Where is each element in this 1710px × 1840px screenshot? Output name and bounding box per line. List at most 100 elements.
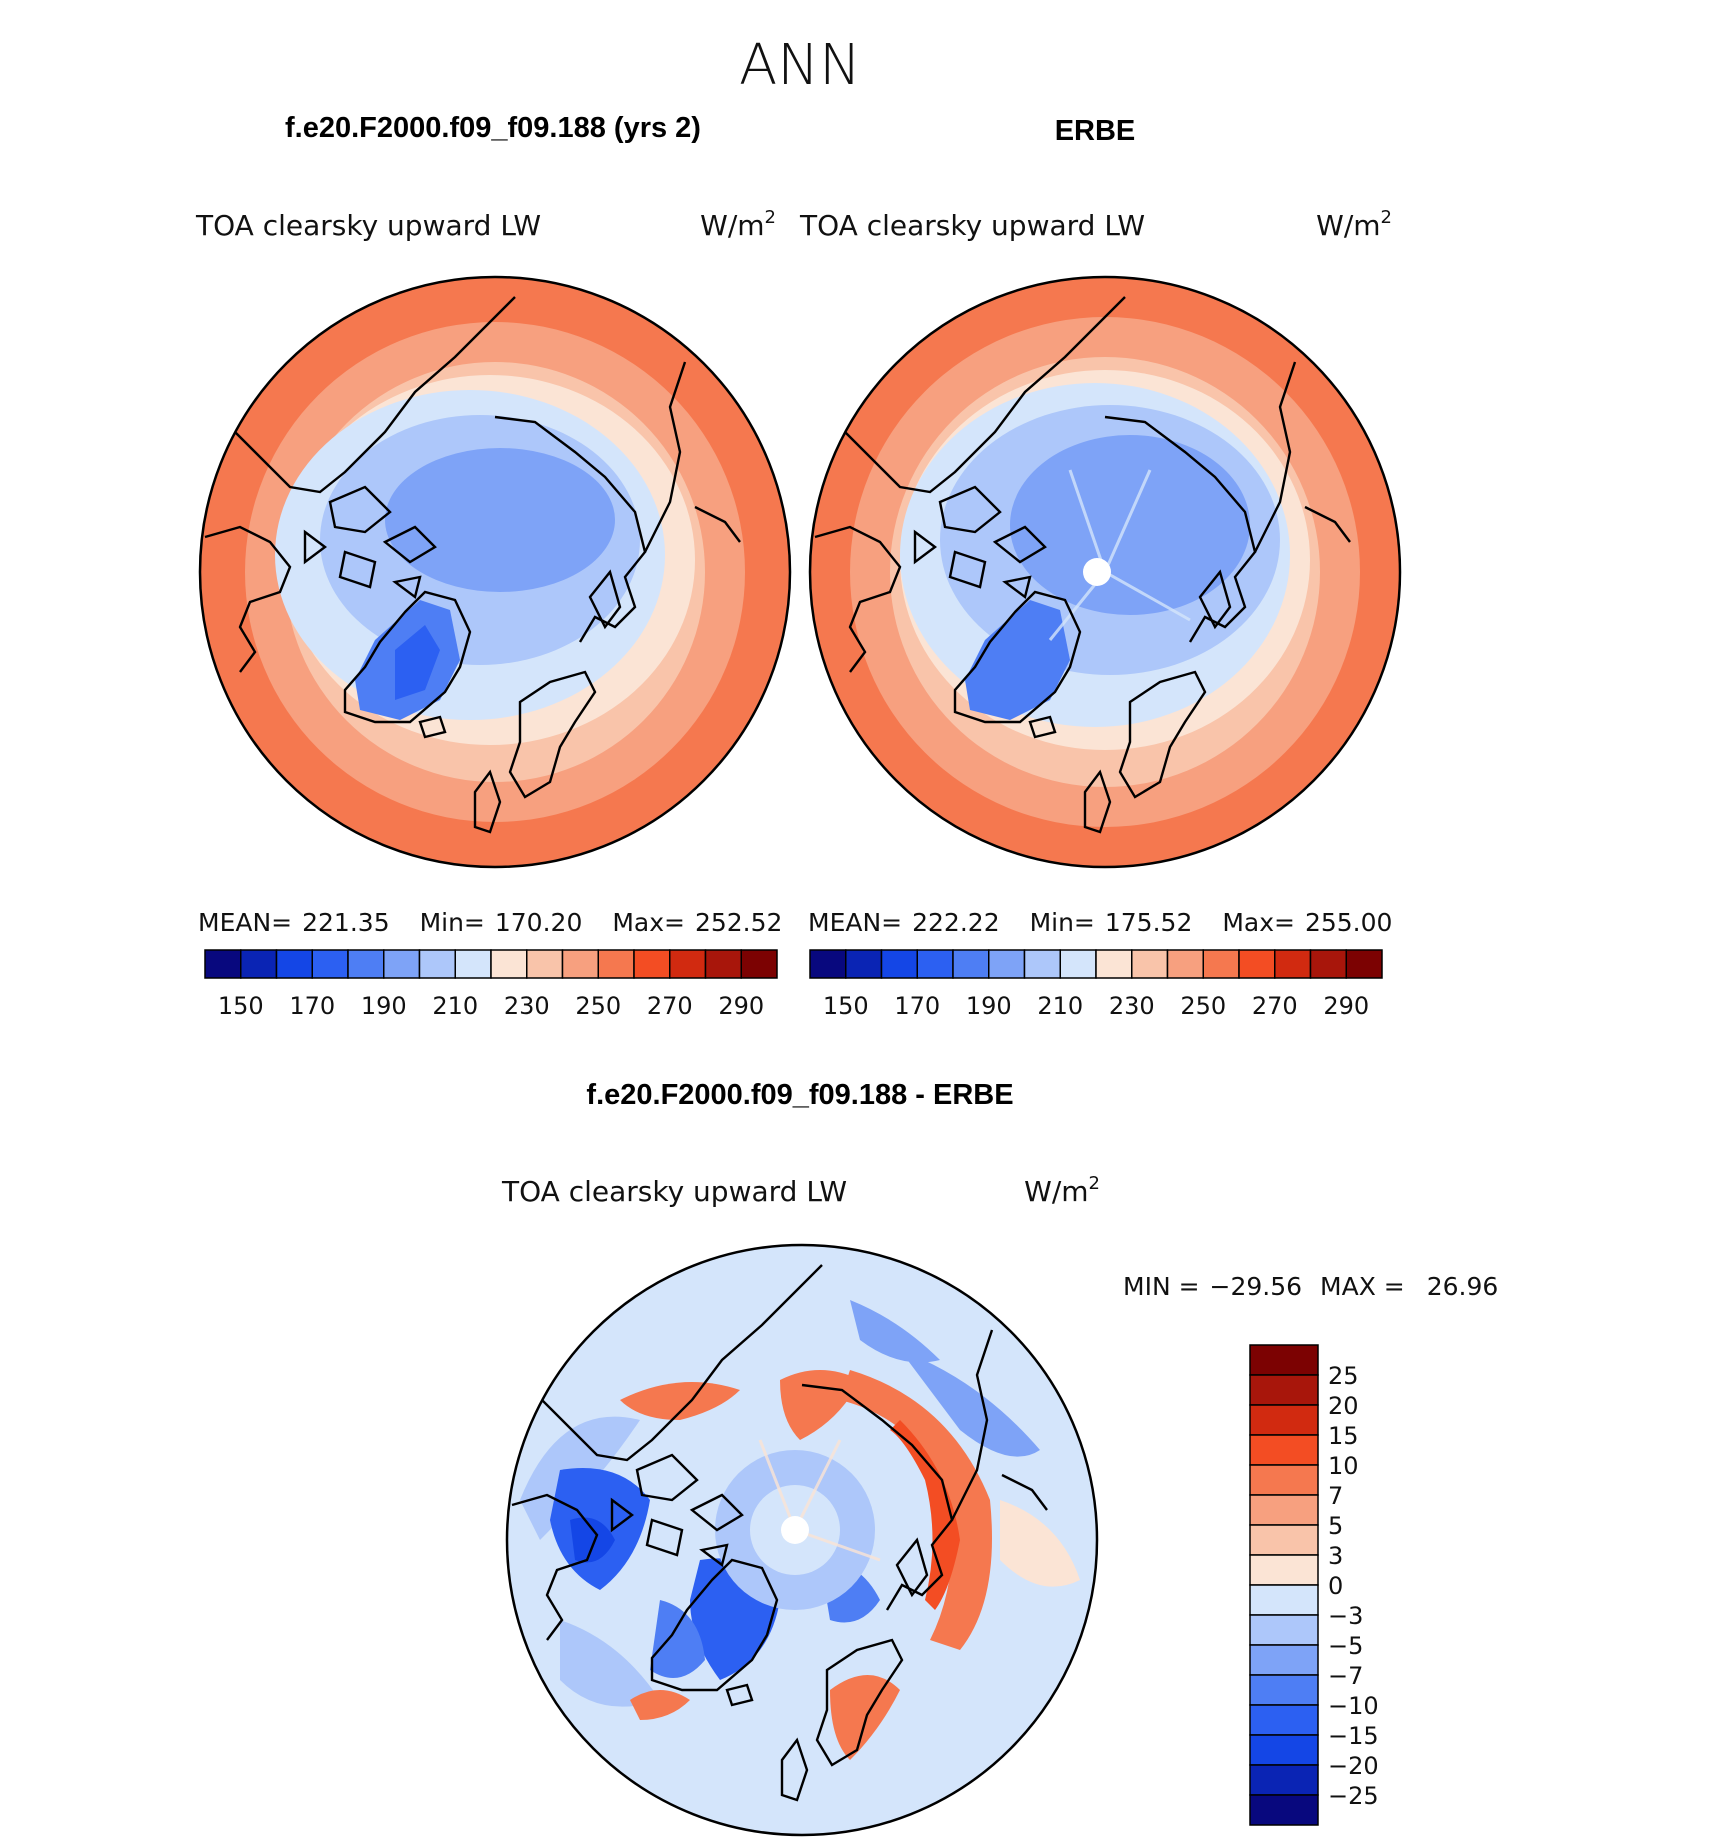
colorbar-tick-label: 170 — [894, 992, 940, 1020]
colorbar-swatch — [1309, 949, 1347, 979]
colorbar-tick-label: −7 — [1328, 1662, 1363, 1690]
colorbar-tick-label: 190 — [361, 992, 407, 1020]
colorbar-swatch — [1249, 1374, 1319, 1406]
colorbar-swatch — [1249, 1644, 1319, 1676]
colorbar-swatch — [1249, 1524, 1319, 1556]
panel-obs-colorbar: 150 170 190 210 230 250 270 290 — [809, 949, 1383, 1020]
colorbar-swatch — [880, 949, 918, 979]
colorbar-swatch — [669, 949, 707, 979]
colorbar-swatch — [1059, 949, 1097, 979]
colorbar-tick-label: 210 — [432, 992, 478, 1020]
colorbar-swatch — [204, 949, 242, 979]
panel-model: f.e20.F2000.f09_f09.188 (yrs 2) TOA clea… — [195, 112, 792, 1020]
colorbar-swatch — [597, 949, 635, 979]
colorbar-swatch — [633, 949, 671, 979]
panel-obs-variable: TOA clearsky upward LW — [799, 209, 1145, 242]
colorbar-tick-label: 150 — [218, 992, 264, 1020]
colorbar-swatch — [1249, 1404, 1319, 1436]
colorbar-swatch — [347, 949, 385, 979]
colorbar-tick-label: 230 — [1109, 992, 1155, 1020]
colorbar-tick-label: 270 — [647, 992, 693, 1020]
colorbar-tick-label: 250 — [1180, 992, 1226, 1020]
colorbar-swatch — [383, 949, 421, 979]
colorbar-swatch — [988, 949, 1026, 979]
panel-obs-map — [810, 277, 1400, 867]
colorbar-swatch — [311, 949, 349, 979]
colorbar-swatch — [1238, 949, 1276, 979]
colorbar-swatch — [1131, 949, 1169, 979]
colorbar-swatch — [1274, 949, 1312, 979]
panel-model-colorbar: 150 170 190 210 230 250 270 290 — [204, 949, 778, 1020]
colorbar-swatch — [240, 949, 278, 979]
colorbar-swatch — [952, 949, 990, 979]
panel-diff-variable: TOA clearsky upward LW — [501, 1175, 847, 1208]
colorbar-swatch — [809, 949, 847, 979]
panel-diff-stats: MIN = −29.56 MAX = 26.96 — [1123, 1272, 1498, 1301]
panel-model-units: W/m2 — [700, 207, 776, 242]
colorbar-tick-label: 290 — [718, 992, 764, 1020]
colorbar-tick-label: 0 — [1328, 1572, 1343, 1600]
colorbar-swatch — [490, 949, 528, 979]
panel-obs-title: ERBE — [1055, 115, 1136, 147]
colorbar-swatch — [418, 949, 456, 979]
colorbar-swatch — [1249, 1494, 1319, 1526]
panel-diff-units: W/m2 — [1024, 1173, 1100, 1208]
colorbar-tick-label: −10 — [1328, 1692, 1379, 1720]
colorbar-tick-label: −25 — [1328, 1782, 1379, 1810]
colorbar-swatch — [1249, 1794, 1319, 1826]
panel-obs-stats: MEAN= 222.22 Min= 175.52 Max= 255.00 — [808, 908, 1392, 937]
colorbar-swatch — [704, 949, 742, 979]
colorbar-swatch — [561, 949, 599, 979]
colorbar-tick-label: 7 — [1328, 1482, 1343, 1510]
colorbar-swatch — [1249, 1704, 1319, 1736]
colorbar-tick-label: 230 — [504, 992, 550, 1020]
colorbar-swatch — [1249, 1734, 1319, 1766]
colorbar-swatch — [916, 949, 954, 979]
colorbar-swatch — [454, 949, 492, 979]
colorbar-swatch — [1249, 1764, 1319, 1796]
colorbar-swatch — [845, 949, 883, 979]
colorbar-swatch — [1345, 949, 1383, 979]
colorbar-tick-label: −3 — [1328, 1602, 1363, 1630]
colorbar-swatch — [1249, 1554, 1319, 1586]
colorbar-tick-label: 10 — [1328, 1452, 1359, 1480]
colorbar-tick-label: 250 — [575, 992, 621, 1020]
panel-diff: f.e20.F2000.f09_f09.188 - ERBE TOA clear… — [501, 1079, 1498, 1837]
colorbar-tick-label: 20 — [1328, 1392, 1359, 1420]
colorbar-swatch — [1249, 1464, 1319, 1496]
colorbar-tick-label: 3 — [1328, 1542, 1343, 1570]
panel-model-variable: TOA clearsky upward LW — [195, 209, 541, 242]
panel-obs-units: W/m2 — [1316, 207, 1392, 242]
colorbar-swatch — [1249, 1434, 1319, 1466]
colorbar-tick-label: 15 — [1328, 1422, 1359, 1450]
colorbar-tick-label: 190 — [966, 992, 1012, 1020]
colorbar-swatch — [740, 949, 778, 979]
colorbar-tick-label: 210 — [1037, 992, 1083, 1020]
colorbar-tick-label: 150 — [823, 992, 869, 1020]
panel-obs: ERBE TOA clearsky upward LW W/m2 MEAN — [799, 115, 1402, 1020]
colorbar-tick-label: 170 — [289, 992, 335, 1020]
colorbar-tick-label: 270 — [1252, 992, 1298, 1020]
figure-title: ANN — [739, 33, 861, 98]
panel-model-title: f.e20.F2000.f09_f09.188 (yrs 2) — [285, 112, 701, 144]
colorbar-swatch — [275, 949, 313, 979]
colorbar-tick-label: −20 — [1328, 1752, 1379, 1780]
colorbar-swatch — [1202, 949, 1240, 979]
panel-diff-title: f.e20.F2000.f09_f09.188 - ERBE — [586, 1079, 1013, 1111]
panel-diff-map — [507, 1245, 1097, 1835]
colorbar-tick-label: 25 — [1328, 1362, 1359, 1390]
colorbar-swatch — [1249, 1614, 1319, 1646]
colorbar-swatch — [1249, 1674, 1319, 1706]
colorbar-swatch — [1023, 949, 1061, 979]
colorbar-swatch — [1095, 949, 1133, 979]
colorbar-swatch — [1166, 949, 1204, 979]
colorbar-tick-label: −15 — [1328, 1722, 1379, 1750]
colorbar-swatch — [526, 949, 564, 979]
panel-model-map — [200, 277, 790, 867]
colorbar-swatch — [1249, 1344, 1319, 1376]
colorbar-tick-label: −5 — [1328, 1632, 1363, 1660]
panel-model-stats: MEAN= 221.35 Min= 170.20 Max= 252.52 — [198, 908, 782, 937]
colorbar-tick-label: 290 — [1323, 992, 1369, 1020]
